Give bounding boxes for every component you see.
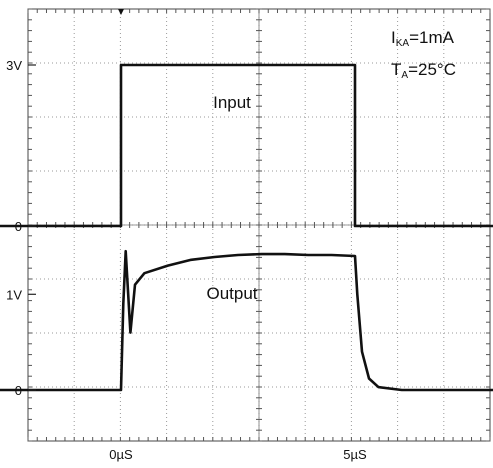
scope-traces	[0, 63, 493, 392]
series-label-output: Output	[206, 284, 257, 303]
y-tick-label: 0	[15, 219, 22, 234]
series-line-output	[0, 249, 493, 392]
condition-ta: TA=25°C	[391, 60, 456, 81]
series-line-input	[0, 63, 493, 228]
y-tick-label: 1V	[6, 287, 22, 302]
axis-tick-labels: 3V 0 0µS 5µS 1V 0	[6, 58, 367, 462]
y-tick-label: 3V	[6, 58, 22, 73]
x-tick-label: 0µS	[109, 447, 133, 462]
x-tick-label: 5µS	[343, 447, 367, 462]
trigger-marker-icon	[118, 9, 124, 15]
y-tick-label: 0	[15, 383, 22, 398]
series-label-input: Input	[213, 93, 251, 112]
condition-ika: IKA=1mA	[391, 28, 455, 49]
